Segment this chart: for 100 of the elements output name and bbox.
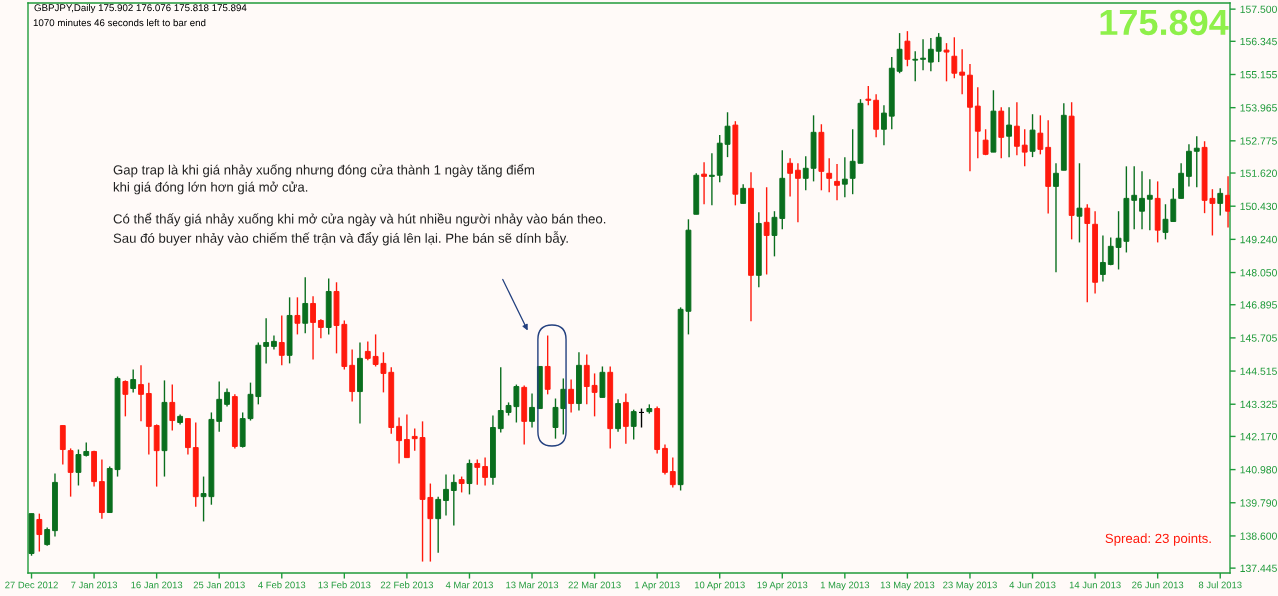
x-tick-label: 13 Feb 2013: [318, 581, 371, 589]
candlestick: [474, 458, 481, 486]
candlestick: [466, 458, 473, 496]
candlestick: [1076, 162, 1083, 244]
candlestick: [568, 378, 575, 414]
candlestick: [263, 317, 270, 365]
y-tick-label: 142.170: [1240, 432, 1277, 441]
candlestick: [482, 456, 489, 487]
x-tick-label: 16 Jan 2013: [131, 581, 183, 589]
y-tick-label: 150.430: [1240, 202, 1277, 211]
candlestick: [169, 383, 176, 432]
x-tick-label: 13 May 2013: [880, 581, 935, 591]
candlestick: [1217, 187, 1224, 217]
candlestick: [959, 48, 966, 95]
candlestick: [122, 379, 129, 418]
candlestick: [302, 276, 309, 334]
y-tick-label: 148.050: [1240, 269, 1277, 277]
annotation: Gap trap là khi giá nhảy xuống nhưng đóng cửa thành 1 ngày tăng điểm khi giá đóng lớn hơn giá mở cửa.: [113, 163, 534, 195]
candlestick: [943, 42, 950, 83]
candlestick: [1013, 101, 1020, 156]
candlestick: [630, 408, 637, 441]
x-tick-label: 14 Jun 2013: [1069, 581, 1121, 589]
candlestick: [1225, 175, 1230, 229]
candlestick: [317, 318, 324, 340]
y-tick-label: 140.980: [1240, 466, 1277, 474]
chart-title: GBPJPY,Daily 175.902 176.076 175.818 175.894: [34, 4, 247, 14]
candlestick: [59, 424, 66, 466]
candlestick: [669, 456, 676, 489]
candlestick: [130, 368, 137, 394]
y-tick-label: 151.620: [1240, 169, 1277, 177]
candlestick: [1084, 203, 1091, 304]
candlestick: [224, 387, 230, 408]
x-tick-label: 1 Apr 2013: [635, 581, 680, 591]
y-tick-label: 155.155: [1240, 71, 1277, 79]
x-tick-label: 1 May 2013: [820, 581, 870, 591]
candlestick: [904, 30, 911, 67]
candlestick: [443, 473, 449, 517]
candlestick: [1037, 114, 1044, 156]
candlestick: [701, 161, 707, 205]
annotation: Spread: 23 points.: [1105, 533, 1211, 546]
y-tick-label: 143.325: [1240, 400, 1277, 409]
y-tick-label: 153.965: [1240, 104, 1277, 112]
y-tick-label: 145.705: [1240, 334, 1277, 342]
x-tick-label: 22 Feb 2013: [380, 581, 434, 589]
candlestick: [544, 334, 551, 396]
x-tick-label: 23 May 2013: [943, 581, 997, 591]
candlestick: [1139, 170, 1145, 231]
candlestick: [662, 443, 668, 476]
candlestick: [912, 50, 919, 83]
x-tick-label: 4 Feb 2013: [258, 581, 306, 589]
candlestick: [982, 128, 989, 156]
x-tick-label: 22 Mar 2013: [568, 581, 621, 589]
candlestick: [1193, 135, 1200, 188]
candlestick: [138, 364, 144, 423]
candlestick: [1053, 162, 1059, 273]
y-tick-label: 146.895: [1240, 301, 1277, 309]
candlestick: [841, 156, 848, 198]
candlestick: [364, 340, 371, 362]
candlestick: [795, 162, 801, 224]
x-tick-label: 26 Jun 2013: [1132, 581, 1184, 589]
candlestick: [450, 473, 457, 527]
candlestick: [763, 186, 770, 276]
candlestick: [36, 512, 43, 553]
candlestick: [396, 416, 402, 465]
x-tick-label: 10 Apr 2013: [694, 581, 745, 591]
candlestick: [294, 296, 301, 336]
candlestick: [622, 392, 629, 445]
candlestick: [740, 183, 747, 205]
x-tick-label: 27 Dec 2012: [5, 581, 58, 589]
x-tick-label: 25 Jan 2013: [193, 581, 245, 589]
text: 1070 minutes 46 seconds left to bar end: [33, 19, 206, 27]
candlestick: [834, 163, 840, 202]
candlestick: [881, 104, 887, 146]
y-tick-label: 138.600: [1240, 532, 1277, 540]
candlestick: [865, 85, 872, 106]
x-tick-label: 8 Jul 2013: [1198, 581, 1242, 589]
candlestick: [44, 526, 51, 547]
candlestick: [1100, 234, 1106, 283]
candlestick: [216, 380, 223, 433]
candlestick: [310, 295, 316, 361]
candlestick: [1029, 113, 1036, 158]
candlestick: [67, 447, 74, 498]
candlestick: [935, 32, 942, 63]
x-tick-label: 7 Jan 2013: [71, 581, 118, 589]
candlestick: [927, 37, 934, 72]
y-tick-label: 137.445: [1240, 564, 1277, 572]
candlestick: [826, 157, 833, 193]
y-tick-label: 149.240: [1240, 235, 1277, 244]
y-tick-label: 139.790: [1240, 499, 1277, 507]
annotation: 175.894: [1100, 9, 1229, 36]
annotation: Có thể thấy giá nhảy xuống khi mở cửa ngày và hút nhiều người nhảy vào bán theo. Sau đó buyer nhảy vào chiếm thế trận và đẩy giá lên lại. Phe bán sẽ dính bẫy.: [113, 212, 606, 246]
candlestick: [951, 36, 958, 79]
candlestick: [591, 372, 598, 418]
candlestick: [708, 152, 715, 207]
y-tick-label: 156.345: [1240, 37, 1277, 46]
candlestick: [403, 413, 410, 459]
candlestick: [583, 353, 590, 406]
x-tick-label: 4 Jun 2013: [1009, 581, 1056, 589]
y-tick-label: 157.500: [1240, 5, 1277, 14]
candlestick: [1146, 178, 1153, 231]
